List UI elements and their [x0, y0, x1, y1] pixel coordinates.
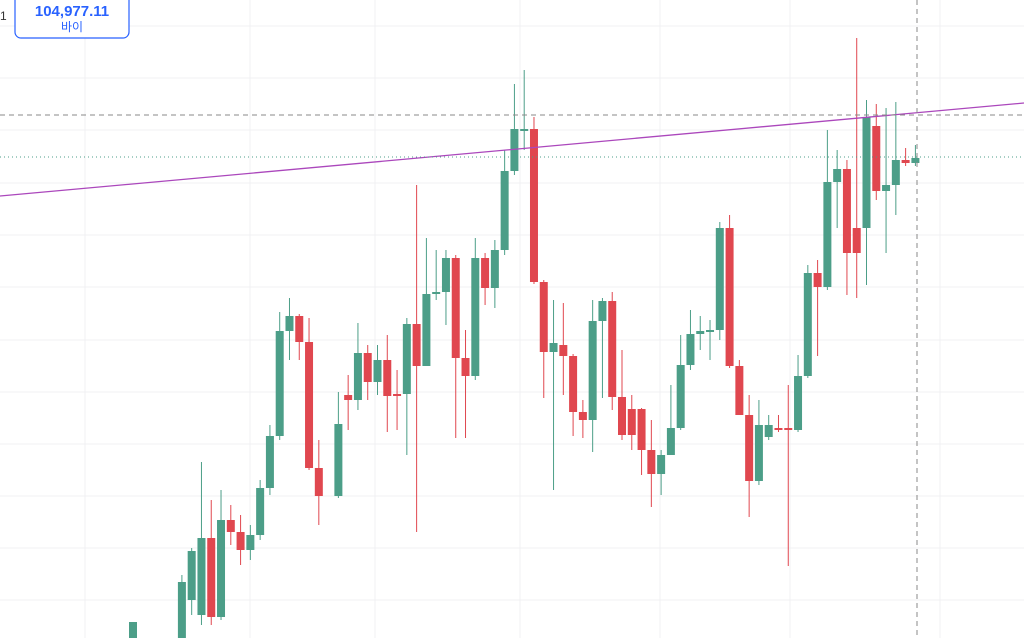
candle-body	[344, 395, 353, 400]
candle-body	[588, 321, 597, 420]
candle-body	[393, 394, 402, 396]
candle-body	[177, 582, 186, 638]
candle-body	[676, 365, 685, 428]
candle-body	[647, 450, 656, 474]
candle-body	[774, 428, 783, 430]
candle-body	[764, 425, 773, 437]
candle-body	[559, 345, 568, 356]
candle-body	[129, 622, 137, 638]
candle-body	[246, 535, 255, 550]
candle-body	[833, 169, 842, 182]
candle-body	[862, 117, 871, 228]
buy-button[interactable]: 104,977.11 바이	[14, 0, 130, 39]
candle-body	[265, 436, 274, 488]
candle-body	[314, 468, 323, 496]
candle-body	[549, 343, 558, 352]
candle-body	[578, 412, 587, 420]
candle-body	[275, 331, 284, 436]
candle-body	[217, 520, 226, 617]
candle-body	[520, 129, 529, 131]
candle-body	[402, 324, 411, 394]
price-label[interactable]: 104,977.11	[35, 3, 109, 20]
candle-body	[803, 273, 812, 376]
candle-body	[383, 360, 392, 396]
candle-body	[882, 185, 891, 191]
candle-body	[901, 160, 910, 163]
candle-body	[911, 158, 920, 163]
edge-label: 1	[0, 9, 7, 23]
candle-body	[334, 424, 343, 496]
candle-body	[471, 258, 480, 376]
candle-body	[735, 366, 744, 415]
candle-body	[725, 228, 734, 366]
candle-body	[852, 228, 861, 253]
candle-body	[637, 409, 646, 450]
button-label[interactable]: 바이	[61, 20, 83, 34]
candle-body	[891, 160, 900, 185]
candle-body	[236, 532, 245, 550]
candle-body	[490, 250, 499, 288]
candle-body	[784, 428, 793, 430]
candle-body	[813, 273, 822, 287]
candle-body	[285, 316, 294, 331]
candle-body	[745, 415, 754, 481]
candle-body	[608, 301, 617, 397]
candle-body	[686, 334, 695, 365]
candle-body	[794, 376, 803, 430]
candle-body	[422, 294, 431, 366]
candle-body	[197, 538, 206, 615]
candle-body	[432, 292, 441, 294]
candle-body	[657, 455, 666, 474]
candle-body	[618, 397, 626, 435]
candle-body	[715, 228, 724, 330]
candle-body	[441, 258, 450, 292]
candle-body	[481, 258, 490, 288]
candle-body	[842, 169, 851, 253]
candle-body	[539, 282, 548, 352]
candle-body	[295, 316, 304, 342]
candle-body	[696, 331, 705, 334]
candle-body	[353, 353, 362, 400]
candle-body	[872, 126, 881, 191]
candles	[129, 38, 920, 638]
candle-body	[569, 356, 578, 412]
candle-body	[305, 342, 314, 468]
candle-body	[412, 324, 421, 366]
candle-body	[598, 301, 607, 321]
candle-body	[500, 171, 509, 250]
candle-body	[627, 409, 636, 435]
candle-body	[451, 258, 460, 358]
candle-body	[187, 551, 196, 600]
candle-body	[510, 129, 519, 171]
candle-body	[666, 428, 675, 455]
candle-body	[256, 488, 265, 535]
candle-body	[754, 425, 763, 481]
buy-button-box[interactable]	[14, 0, 130, 39]
trend-line	[0, 102, 1024, 197]
candle-body	[529, 129, 538, 282]
candle-body	[373, 360, 382, 382]
candle-body	[226, 520, 235, 532]
candle-body	[706, 330, 715, 332]
candle-body	[461, 358, 470, 376]
candle-body	[207, 538, 216, 617]
candle-body	[363, 353, 372, 382]
candle-body	[823, 182, 832, 287]
